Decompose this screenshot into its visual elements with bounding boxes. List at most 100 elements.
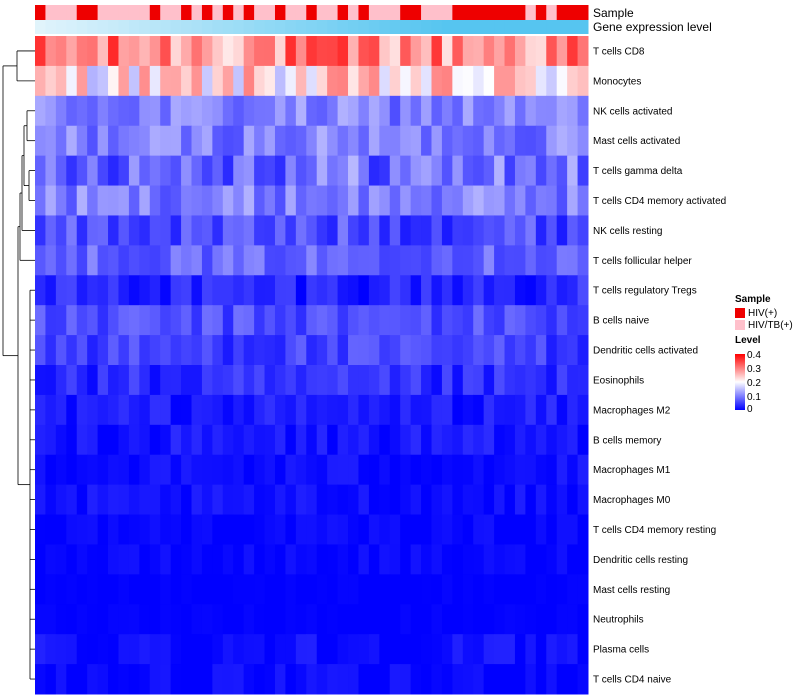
heatmap-cell	[233, 664, 245, 695]
heatmap-cell	[514, 365, 526, 396]
heatmap-cell	[494, 604, 506, 635]
heatmap-cell	[128, 424, 140, 456]
heatmap-cell	[546, 604, 558, 635]
heatmap-cell	[97, 604, 109, 635]
heatmap-cell	[254, 275, 266, 306]
heatmap-cell	[525, 185, 537, 216]
heatmap-cell	[535, 245, 547, 276]
heatmap-cell	[201, 305, 213, 336]
heatmap-cell	[431, 185, 443, 216]
heatmap-cell	[379, 514, 391, 545]
sample-annotation-cell	[87, 5, 99, 20]
heatmap-cell	[76, 484, 88, 516]
heatmap-cell	[160, 365, 172, 396]
heatmap-cell	[483, 604, 495, 635]
heatmap-cell	[504, 185, 516, 216]
expression-annotation-cell	[264, 20, 276, 34]
heatmap-cell	[556, 305, 568, 336]
heatmap-cell	[535, 424, 547, 456]
heatmap-cell	[160, 574, 172, 605]
heatmap-cell	[368, 484, 380, 516]
heatmap-cell	[55, 604, 67, 635]
heatmap-cell	[535, 305, 547, 336]
heatmap-cell	[577, 634, 589, 665]
heatmap-cell	[348, 574, 359, 605]
heatmap-cell	[400, 634, 412, 665]
heatmap-cell	[379, 424, 391, 456]
heatmap-cell	[139, 155, 151, 187]
heatmap-cell	[421, 335, 432, 366]
heatmap-cell	[35, 394, 46, 426]
heatmap-cell	[45, 574, 57, 605]
heatmap-cell	[35, 544, 46, 575]
heatmap-cell	[452, 36, 464, 67]
sample-legend-title: Sample	[735, 294, 771, 305]
heatmap-cell	[35, 574, 46, 605]
heatmap-cell	[556, 185, 568, 216]
heatmap-cell	[306, 484, 318, 516]
heatmap-cell	[149, 155, 161, 187]
heatmap-cell	[316, 664, 328, 695]
heatmap-cell	[410, 185, 422, 216]
heatmap-cell	[55, 305, 67, 336]
heatmap-cell	[306, 155, 318, 187]
heatmap-cell	[421, 185, 432, 216]
heatmap-cell	[87, 125, 99, 157]
heatmap-cell	[494, 664, 506, 695]
heatmap-cell	[243, 664, 255, 695]
heatmap-cell	[535, 185, 547, 216]
heatmap-cell	[441, 604, 453, 635]
heatmap-cell	[525, 365, 537, 396]
heatmap-cell	[410, 664, 422, 695]
heatmap-cell	[473, 394, 485, 426]
heatmap-cell	[274, 604, 286, 635]
heatmap-cell	[35, 95, 46, 127]
row-label: T cells CD4 memory activated	[593, 196, 726, 207]
heatmap-cell	[473, 424, 485, 456]
heatmap-cell	[358, 155, 370, 187]
heatmap-cell	[233, 365, 245, 396]
sample-annotation-cell	[504, 5, 516, 20]
heatmap-cell	[160, 275, 172, 306]
heatmap-cell	[379, 155, 391, 187]
sample-annotation-cell	[514, 5, 526, 20]
row-label: T cells gamma delta	[593, 166, 683, 177]
heatmap-cell	[66, 544, 78, 575]
heatmap-cell	[577, 544, 589, 575]
expression-annotation-cell	[462, 20, 474, 34]
heatmap-cell	[285, 185, 297, 216]
heatmap-cell	[452, 155, 464, 187]
heatmap-cell	[66, 155, 78, 187]
heatmap-cell	[316, 335, 328, 366]
heatmap-cell	[160, 215, 172, 246]
heatmap-cell	[149, 65, 161, 97]
heatmap-cell	[462, 424, 474, 456]
row-label: Macrophages M0	[593, 495, 671, 506]
heatmap-cell	[201, 634, 213, 665]
heatmap-cell	[368, 544, 380, 575]
heatmap-cell	[431, 574, 443, 605]
heatmap-cell	[45, 544, 57, 575]
heatmap-cell	[546, 65, 558, 97]
heatmap-cell	[76, 365, 88, 396]
heatmap-cell	[128, 125, 140, 157]
heatmap-cell	[76, 394, 88, 426]
heatmap-cell	[295, 36, 307, 67]
heatmap-cell	[181, 185, 193, 216]
heatmap-cell	[295, 155, 307, 187]
expression-annotation-cell	[504, 20, 516, 34]
heatmap-cell	[243, 245, 255, 276]
heatmap-cell	[556, 155, 568, 187]
row-label: Dendritic cells resting	[593, 555, 688, 566]
heatmap-cell	[295, 65, 307, 97]
heatmap-cell	[181, 125, 193, 157]
heatmap-cell	[368, 185, 380, 216]
heatmap-cell	[494, 634, 506, 665]
heatmap-cell	[295, 634, 307, 665]
heatmap-cell	[348, 335, 359, 366]
expression-annotation-cell	[535, 20, 547, 34]
heatmap-cell	[462, 365, 474, 396]
heatmap-cell	[546, 574, 558, 605]
heatmap-cell	[410, 634, 422, 665]
heatmap-cell	[191, 335, 203, 366]
